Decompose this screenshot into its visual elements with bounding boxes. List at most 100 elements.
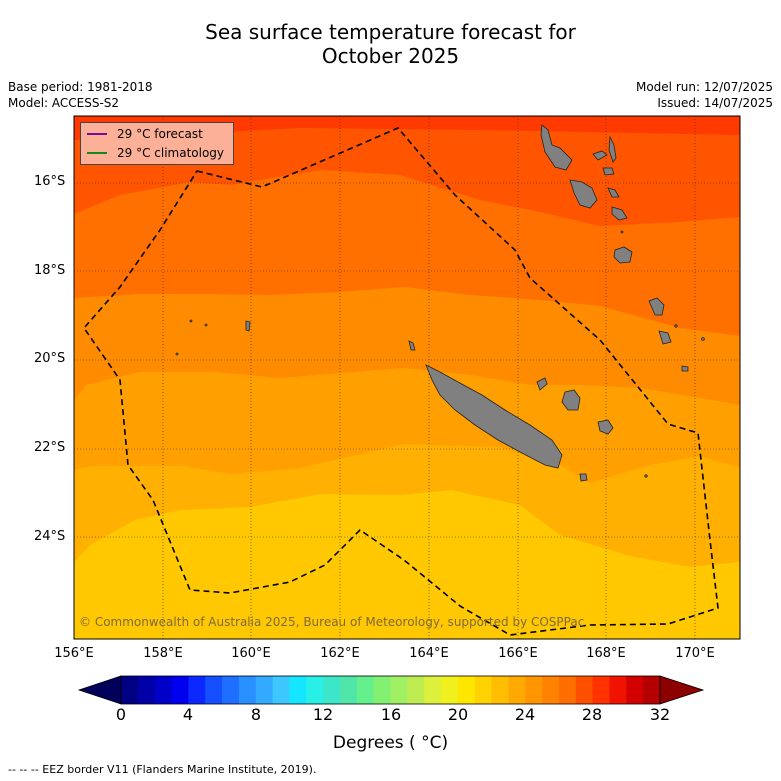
colorbar-tick-28: 28 [581,705,603,724]
legend-climatology-row: 29 °C climatology [87,144,224,162]
colorbar-segment [356,676,375,704]
colorbar-tick-20: 20 [447,705,469,724]
colorbar-segment [339,676,358,704]
legend-forecast-label: 29 °C forecast [117,127,203,141]
island-matthew [681,365,689,372]
colorbar-title: Degrees ( °C) [332,733,449,753]
lon-label-156e: 156°E [54,646,94,661]
colorbar-segment [323,676,341,704]
island-belep [408,340,416,351]
colorbar-segment [626,676,644,704]
colorbar-segment [575,676,594,704]
colorbar-segment [390,676,408,704]
colorbar-segment [373,676,391,704]
colorbar-segment [137,676,156,704]
lat-label-20s: 20°S [34,351,66,366]
islet-futuna [674,324,678,328]
colorbar-segment [542,676,560,704]
graticule [74,116,740,639]
model-run: Model run: 12/07/2025 [635,80,773,94]
forecast-line-swatch [87,133,107,135]
island-pentecost [608,135,617,163]
issued-date: Issued: 14/07/2025 [657,96,773,110]
lon-label-168e: 168°E [586,646,626,661]
sst-band-19 [74,116,740,140]
model-name: Model: ACCESS-S2 [8,96,120,110]
islet-chesterfield-north [189,319,193,323]
colorbar-segment [255,676,274,704]
island-aneityum [658,330,672,345]
colorbar-segment [306,676,324,704]
island-isle-of-pines [579,473,588,482]
eez-border [82,127,719,636]
sst-band-20 [74,116,740,226]
legend-forecast-row: 29 °C forecast [87,125,203,143]
colorbar-segment [643,676,661,704]
island-mare [597,419,614,435]
colorbar-segment [441,676,459,704]
colorbar-frame [120,675,661,705]
copyright-note: © Commonwealth of Australia 2025, Bureau… [79,615,585,629]
map-title-line1: Sea surface temperature forecast for [205,20,576,44]
colorbar-segment [424,676,442,704]
island-espiritu-santo [540,124,573,171]
colorbar-segment [407,676,425,704]
colorbar-segment [609,676,627,704]
island-malakula [569,179,598,209]
colorbar-segment [289,676,307,704]
islet-hunter [701,337,705,341]
colorbar-segment [457,676,476,704]
colorbar-tick-32: 32 [649,705,671,724]
lat-label-22s: 22°S [34,440,66,455]
island-ambrym [602,167,615,176]
island-epi [607,187,620,198]
colorbar-segment [238,676,257,704]
island-tanna [648,297,665,316]
colorbar-tick-24: 24 [514,705,536,724]
land-masses [175,124,705,482]
climatology-line-swatch [87,152,107,154]
island-ambae [592,150,608,161]
island-chesterfield [245,320,251,332]
lon-label-166e: 166°E [498,646,538,661]
sst-field [74,116,740,639]
island-new-caledonia [425,364,563,469]
colorbar-segment [525,676,543,704]
lat-label-18s: 18°S [34,263,66,278]
islet-bellona [175,352,179,356]
colorbar-segment [508,676,526,704]
lon-label-162e: 162°E [320,646,360,661]
colorbar-tick-8: 8 [250,705,262,724]
islet-aniwa [620,230,624,234]
colorbar [77,675,705,705]
island-ouvea [536,377,548,391]
island-erromango [613,246,633,264]
lon-label-170e: 170°E [675,646,715,661]
base-period: Base period: 1981-2018 [8,80,153,94]
map-legend: 29 °C forecast 29 °C climatology [80,122,234,165]
colorbar-segment [491,676,509,704]
colorbar-segment [205,676,223,704]
colorbar-segment [121,676,139,704]
lon-label-158e: 158°E [143,646,183,661]
colorbar-segment [188,676,206,704]
colorbar-segment [474,676,493,704]
eez-footnote: -- -- -- EEZ border V11 (Flanders Marine… [8,763,317,776]
lat-label-16s: 16°S [34,174,66,189]
colorbar-tick-16: 16 [380,705,402,724]
lon-label-164e: 164°E [409,646,449,661]
island-lifou [561,389,581,411]
colorbar-segment [558,676,577,704]
lat-label-24s: 24°S [34,529,66,544]
colorbar-extend-low [77,675,122,705]
colorbar-segment [171,676,189,704]
map-title-line2: October 2025 [321,44,460,68]
colorbar-segment [154,676,173,704]
island-efate [611,206,628,221]
colorbar-segment [272,676,290,704]
colorbar-segment [592,676,610,704]
colorbar-tick-0: 0 [115,705,127,724]
lon-label-160e: 160°E [231,646,271,661]
colorbar-tick-12: 12 [312,705,334,724]
